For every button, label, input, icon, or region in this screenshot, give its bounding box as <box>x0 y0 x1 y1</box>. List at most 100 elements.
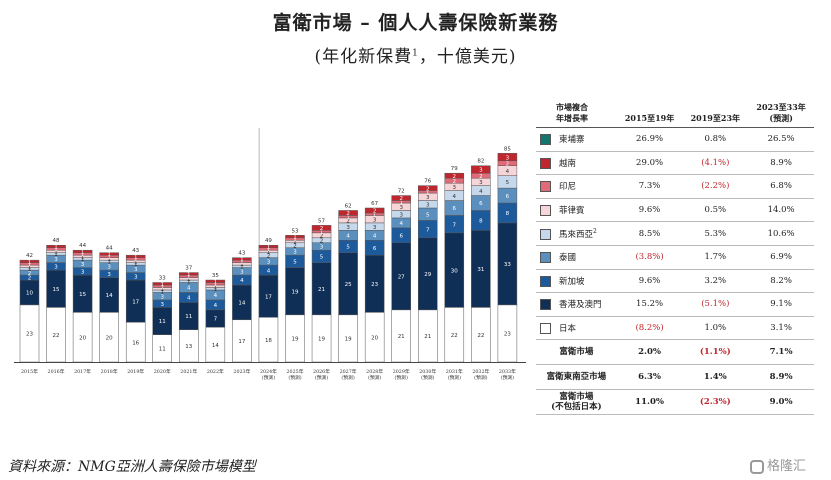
segment-label: 1 <box>107 255 111 261</box>
segment-label: 1 <box>214 284 218 290</box>
segment-label: 4 <box>214 303 218 309</box>
total-label: 57 <box>318 218 325 224</box>
total-label: 43 <box>132 248 139 254</box>
summary-2015-19: 2.0% <box>616 339 683 366</box>
x-tick-note: (預測) <box>395 374 408 381</box>
segment-label: 3 <box>399 212 403 218</box>
legend-swatch <box>540 134 551 146</box>
cagr-2015-19: (8.2%) <box>616 316 683 341</box>
segment-label: 4 <box>240 278 244 284</box>
segment-label: 20 <box>79 335 86 341</box>
segment-label: 21 <box>318 287 325 293</box>
segment-label: 1 <box>28 265 32 271</box>
segment-label: 2 <box>28 271 32 277</box>
segment-label: 15 <box>53 287 60 293</box>
segment-label: 21 <box>424 334 431 340</box>
segment-label: 21 <box>398 334 405 340</box>
segment-label: 3 <box>399 205 403 211</box>
table-row: 柬埔寨 26.9% 0.8% 26.5% <box>536 127 814 152</box>
total-label: 76 <box>424 179 431 185</box>
market-cell: 新加坡 <box>536 269 617 294</box>
market-name: 香港及澳門 <box>559 300 602 311</box>
segment-label: 3 <box>320 245 324 251</box>
cagr-2023-33: 6.8% <box>748 174 814 199</box>
segment-label: 1 <box>107 260 111 266</box>
cagr-2023-33: 26.5% <box>748 127 814 152</box>
x-tick-note: (預測) <box>341 374 354 381</box>
stacked-bar-chart: 2310221111422015年2215331111482016年201533… <box>14 128 526 381</box>
table-header-row: 市場複合 年增長率 2015至19年 2019至23年 2023至33年 (預測) <box>536 100 814 128</box>
segment-label: 22 <box>451 333 458 339</box>
segment-label: 14 <box>212 343 219 349</box>
segment-label: 1 <box>161 282 165 288</box>
bar-segment <box>19 259 40 263</box>
market-name: 新加坡 <box>559 276 585 287</box>
bar-segment <box>471 165 491 174</box>
segment-label: 3 <box>81 270 85 276</box>
segment-label: 14 <box>106 293 113 299</box>
segment-label: 5 <box>506 180 510 186</box>
page-title: 富衛市場 – 個人人壽保險新業務 <box>272 12 559 34</box>
segment-label: 2 <box>346 211 350 217</box>
x-tick-label: 2018年 <box>101 368 118 375</box>
segment-label: 1 <box>214 287 218 293</box>
segment-label: 33 <box>504 262 511 268</box>
segment-label: 1 <box>54 252 58 258</box>
segment-label: 1 <box>293 237 297 243</box>
summary-2023-33: 7.1% <box>748 339 814 366</box>
cagr-2019-23: 0.5% <box>682 198 749 223</box>
summary-2015-19: 11.0% <box>616 389 683 416</box>
segment-label: 1 <box>426 190 430 196</box>
segment-label: 1 <box>293 240 297 246</box>
cagr-2019-23: 3.2% <box>682 269 749 294</box>
segment-label: 19 <box>318 337 325 343</box>
segment-label: 3 <box>54 257 58 263</box>
bar-segment <box>364 207 385 214</box>
total-label: 37 <box>185 266 192 272</box>
segment-label: 1 <box>81 255 85 261</box>
segment-label: 1 <box>81 252 85 258</box>
cagr-2023-33: 8.9% <box>748 151 814 176</box>
market-cell: 香港及澳門 <box>536 292 617 317</box>
segment-label: 1 <box>187 272 191 278</box>
header-2015-19: 2015至19年 <box>616 100 683 128</box>
x-tick-label: 2022年 <box>207 368 224 375</box>
x-tick-note: (預測) <box>315 374 328 381</box>
segment-label: 2 <box>320 226 324 232</box>
x-tick-label: 2023年 <box>233 368 250 375</box>
segment-label: 1 <box>240 260 244 266</box>
x-tick-note: (預測) <box>288 374 301 381</box>
watermark-logo-icon <box>750 459 764 474</box>
segment-label: 4 <box>187 296 191 302</box>
segment-label: 3 <box>506 155 510 161</box>
cagr-2015-19: 8.5% <box>616 221 683 246</box>
segment-label: 4 <box>373 234 377 240</box>
segment-label: 1 <box>28 260 32 266</box>
cagr-2015-19: 9.6% <box>616 269 683 294</box>
market-name: 馬來西亞 <box>559 229 594 240</box>
summary-label: 富衛市場 <box>536 339 617 366</box>
bar-segment <box>338 210 358 216</box>
segment-label: 6 <box>373 246 377 252</box>
cagr-2023-33: 9.1% <box>748 292 814 317</box>
segment-label: 1 <box>320 230 324 236</box>
segment-label: 18 <box>265 338 272 344</box>
x-tick-label: 2017年 <box>74 368 91 375</box>
watermark: 格隆汇 <box>750 455 806 474</box>
segment-label: 1 <box>54 247 58 253</box>
segment-label: 1 <box>107 252 111 258</box>
segment-label: 3 <box>426 195 430 201</box>
watermark-text: 格隆汇 <box>767 459 807 474</box>
cagr-2019-23: 1.7% <box>682 245 749 270</box>
segment-label: 29 <box>424 272 431 278</box>
cagr-2019-23: (2.2%) <box>682 174 749 199</box>
segment-label: 1 <box>161 284 165 290</box>
table-row: 印尼 7.3% (2.2%) 6.8% <box>536 174 814 199</box>
segment-label: 5 <box>346 245 350 251</box>
legend-swatch <box>540 228 551 240</box>
segment-label: 19 <box>292 337 299 343</box>
segment-label: 8 <box>479 219 483 225</box>
segment-label: 19 <box>292 289 299 295</box>
legend-swatch <box>540 157 551 169</box>
segment-label: 6 <box>399 234 403 240</box>
